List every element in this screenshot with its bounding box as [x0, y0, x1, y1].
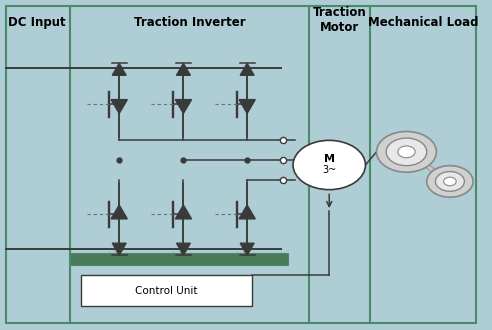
Polygon shape	[112, 63, 126, 75]
Polygon shape	[239, 205, 255, 219]
FancyBboxPatch shape	[81, 275, 252, 306]
Text: M: M	[324, 154, 335, 164]
Polygon shape	[239, 100, 255, 114]
Polygon shape	[240, 243, 254, 255]
Polygon shape	[175, 100, 191, 114]
Circle shape	[293, 140, 366, 190]
Circle shape	[435, 172, 464, 191]
Text: Mechanical Load: Mechanical Load	[368, 16, 479, 29]
Polygon shape	[240, 63, 254, 75]
Circle shape	[376, 131, 436, 172]
Polygon shape	[112, 243, 126, 255]
Polygon shape	[177, 63, 190, 75]
Text: Traction
Motor: Traction Motor	[313, 6, 367, 34]
FancyBboxPatch shape	[70, 253, 288, 265]
Text: Control Unit: Control Unit	[135, 286, 197, 296]
Polygon shape	[111, 100, 127, 114]
Polygon shape	[111, 205, 127, 219]
Circle shape	[398, 146, 415, 158]
Circle shape	[427, 166, 473, 197]
Polygon shape	[177, 243, 190, 255]
Text: DC Input: DC Input	[8, 16, 66, 29]
Text: 3~: 3~	[322, 165, 337, 175]
FancyBboxPatch shape	[6, 6, 476, 323]
Circle shape	[386, 138, 427, 166]
Polygon shape	[175, 205, 191, 219]
Circle shape	[444, 177, 456, 186]
Text: Traction Inverter: Traction Inverter	[134, 16, 246, 29]
